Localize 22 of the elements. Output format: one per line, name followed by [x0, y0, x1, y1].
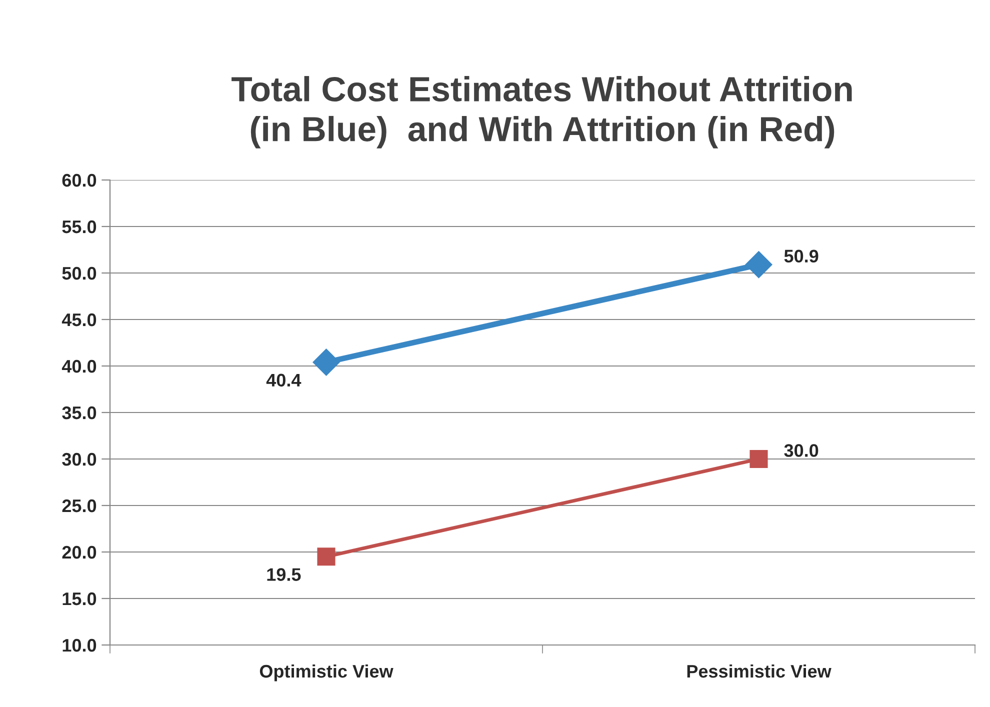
- x-tick-label: Optimistic View: [260, 664, 394, 682]
- y-tick-label: 55.0: [62, 220, 96, 234]
- y-tick-label: 35.0: [62, 406, 96, 420]
- y-tick-label: 15.0: [62, 592, 96, 606]
- y-tick-label: 20.0: [62, 546, 96, 559]
- y-tick-label: 25.0: [62, 499, 96, 512]
- y-tick-label: 40.0: [62, 360, 96, 373]
- point: [317, 548, 336, 566]
- chart-title: Total Cost Estimates Without Attrition (in Blue) and With Attrition (in Red): [232, 76, 852, 148]
- y-tick-label: 30.0: [62, 452, 96, 466]
- point: [750, 450, 768, 468]
- data-label: 50.9: [784, 250, 818, 263]
- y-tick-label: 10.0: [62, 638, 96, 652]
- y-tick-label: 45.0: [62, 313, 96, 326]
- data-label: 19.5: [267, 568, 301, 581]
- y-tick-label: 60.0: [62, 174, 96, 187]
- point: [312, 348, 340, 376]
- y-tick-label: 50.0: [62, 266, 96, 280]
- x-tick-label: Pessimistic View: [687, 664, 832, 678]
- data-label: 40.4: [266, 374, 302, 387]
- data-label: 30.0: [784, 444, 818, 457]
- point: [745, 251, 772, 278]
